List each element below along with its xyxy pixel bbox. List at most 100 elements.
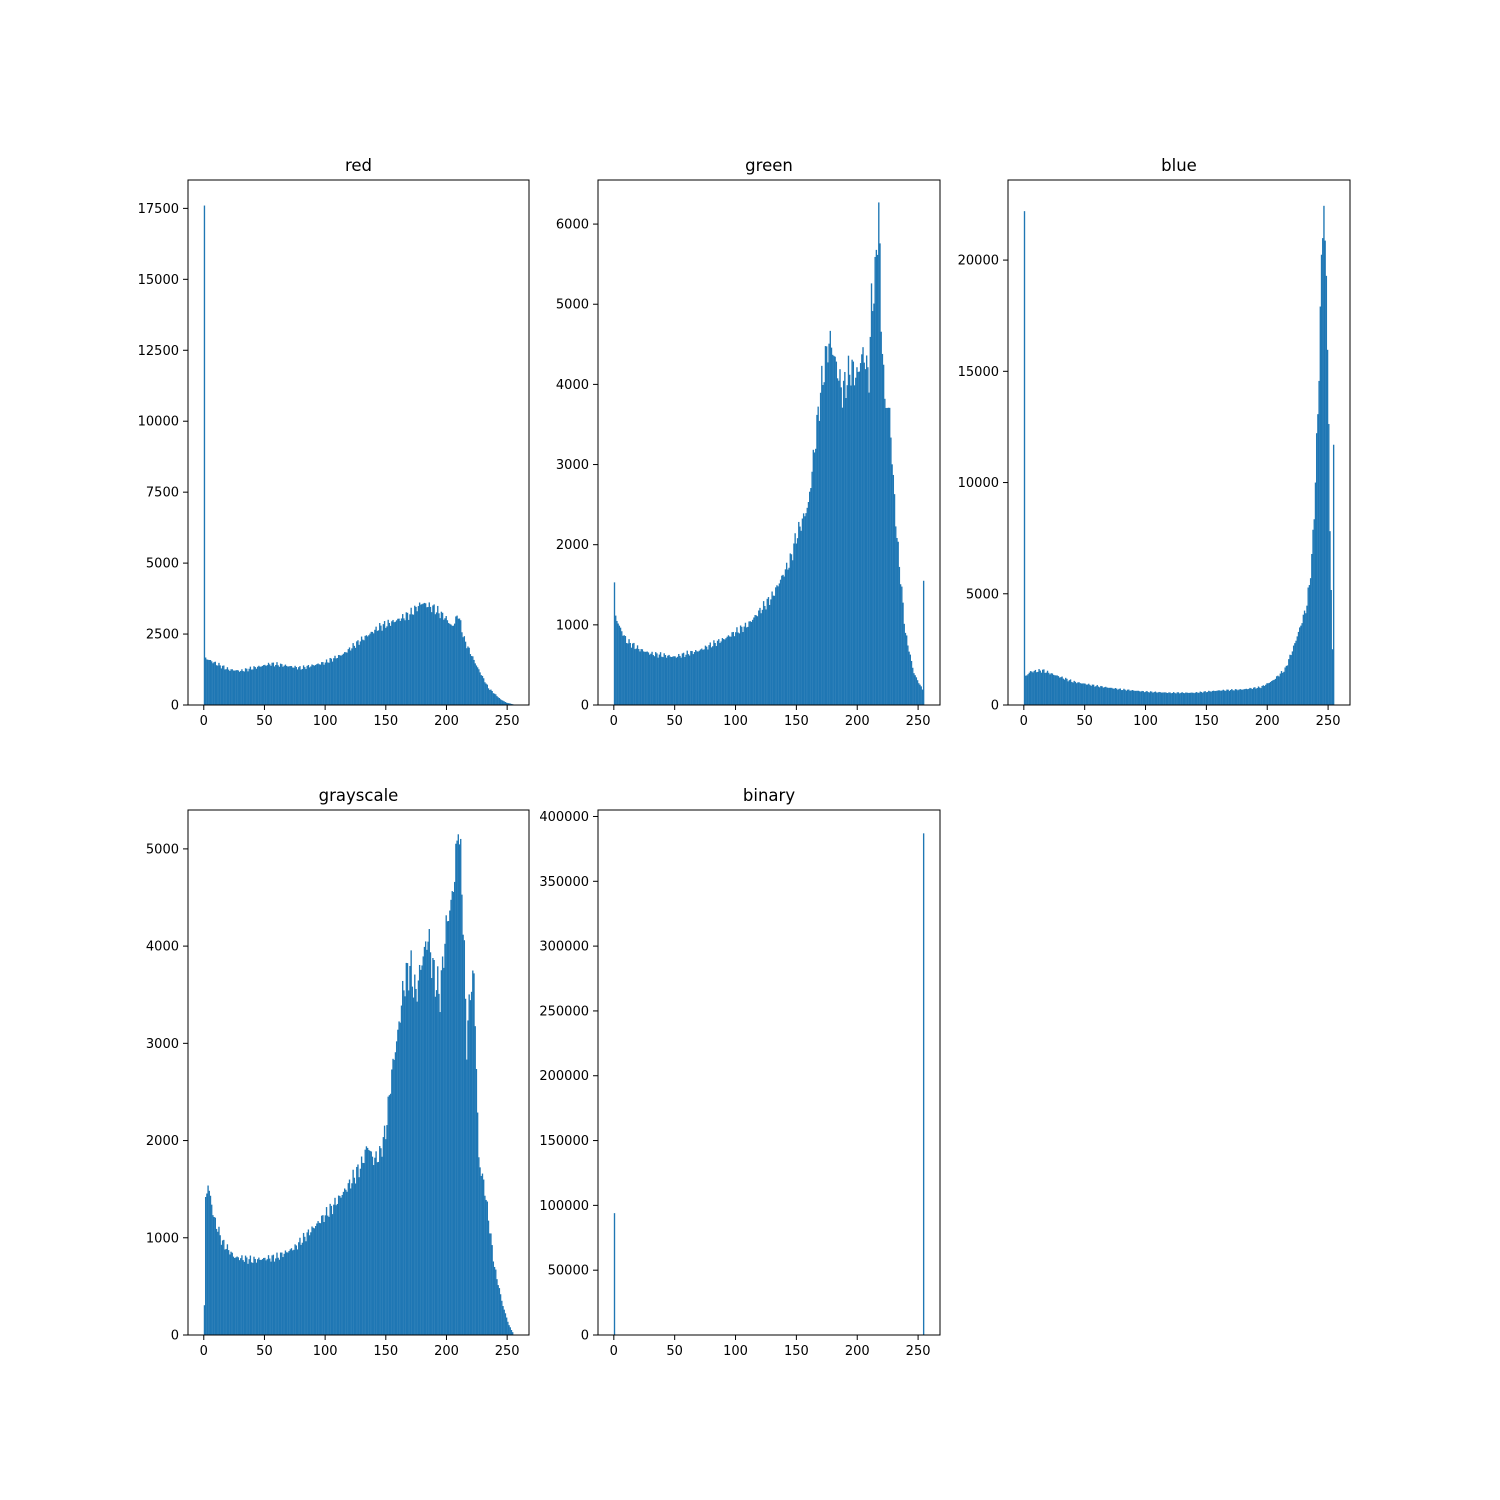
bar-grayscale-47 — [260, 1260, 262, 1335]
bar-grayscale-244 — [498, 1288, 501, 1335]
bar-blue-151 — [1206, 691, 1209, 705]
bar-grayscale-238 — [491, 1245, 493, 1335]
bar-grayscale-209 — [456, 840, 458, 1335]
bar-green-160 — [807, 502, 810, 705]
bar-blue-45 — [1078, 682, 1080, 705]
bar-green-25 — [644, 651, 646, 705]
bar-red-167 — [405, 612, 408, 705]
bar-grayscale-133 — [364, 1149, 366, 1335]
bar-green-57 — [682, 652, 685, 705]
bar-grayscale-96 — [319, 1223, 322, 1335]
bar-blue-12 — [1038, 669, 1040, 705]
bar-red-106 — [331, 661, 334, 705]
bar-grayscale-228 — [479, 1167, 481, 1335]
axes-frame-grayscale — [187, 809, 530, 1336]
bar-grayscale-163 — [400, 1005, 403, 1335]
bar-green-241 — [905, 635, 908, 705]
bar-green-35 — [656, 653, 658, 705]
bar-grayscale-9 — [214, 1217, 217, 1335]
bar-green-121 — [760, 613, 762, 705]
bar-green-237 — [901, 586, 903, 705]
bar-green-116 — [754, 615, 756, 705]
bar-grayscale-37 — [248, 1259, 250, 1335]
bar-green-193 — [847, 355, 850, 705]
bar-blue-180 — [1242, 689, 1244, 705]
bar-red-235 — [487, 688, 490, 705]
bar-blue-162 — [1220, 690, 1222, 705]
bar-grayscale-205 — [451, 891, 453, 1335]
bar-red-53 — [267, 662, 270, 705]
bar-grayscale-92 — [314, 1225, 317, 1335]
xtick-label-blue-3: 150 — [1194, 714, 1219, 729]
bar-grayscale-197 — [441, 956, 444, 1335]
bar-red-90 — [312, 665, 314, 705]
bar-green-123 — [762, 601, 765, 705]
bar-grayscale-202 — [447, 920, 450, 1335]
bar-blue-169 — [1228, 690, 1231, 705]
bar-blue-242 — [1317, 414, 1319, 705]
bar-red-100 — [324, 662, 327, 705]
ytick-label-grayscale-5: 5000 — [146, 842, 179, 857]
bar-blue-58 — [1094, 686, 1096, 705]
ytick-label-green-4: 4000 — [556, 378, 589, 393]
bar-green-6 — [621, 631, 623, 705]
bar-blue-119 — [1168, 692, 1170, 705]
bar-blue-170 — [1229, 690, 1232, 705]
bar-red-209 — [456, 615, 458, 705]
bar-blue-191 — [1255, 688, 1257, 705]
bar-grayscale-158 — [394, 1052, 397, 1335]
bar-blue-115 — [1163, 692, 1165, 705]
bar-red-80 — [300, 669, 302, 705]
bar-grayscale-130 — [360, 1156, 363, 1335]
bar-green-17 — [634, 649, 636, 705]
bar-green-87 — [719, 643, 721, 705]
bar-grayscale-106 — [331, 1214, 334, 1335]
bar-green-117 — [755, 615, 758, 705]
bar-red-41 — [253, 666, 255, 705]
bar-red-178 — [418, 602, 421, 705]
bar-red-224 — [474, 663, 476, 705]
bar-red-34 — [244, 668, 247, 705]
bar-grayscale-113 — [340, 1197, 342, 1335]
bar-grayscale-150 — [385, 1139, 387, 1335]
bar-blue-49 — [1083, 683, 1085, 705]
bar-blue-93 — [1136, 690, 1138, 705]
bar-grayscale-213 — [461, 894, 463, 1335]
bar-blue-233 — [1306, 605, 1308, 705]
ytick-label-green-0: 0 — [581, 699, 589, 714]
panel-title-green: green — [745, 156, 793, 175]
bar-blue-224 — [1295, 640, 1297, 705]
bar-blue-21 — [1049, 674, 1051, 705]
bar-green-183 — [835, 361, 838, 705]
bar-green-86 — [718, 639, 720, 705]
ytick-label-binary-8: 400000 — [539, 810, 589, 825]
bar-grayscale-89 — [311, 1226, 313, 1335]
bar-green-13 — [629, 642, 631, 705]
bar-grayscale-149 — [383, 1125, 386, 1335]
bar-grayscale-100 — [324, 1215, 327, 1335]
bar-blue-60 — [1096, 684, 1098, 705]
bar-blue-83 — [1124, 689, 1126, 705]
bar-grayscale-99 — [323, 1222, 325, 1335]
bar-blue-29 — [1058, 677, 1061, 705]
bar-red-35 — [246, 668, 248, 705]
bar-green-172 — [822, 385, 824, 705]
bar-blue-129 — [1180, 692, 1182, 705]
bar-red-136 — [368, 635, 370, 705]
bar-green-29 — [648, 654, 651, 705]
bar-green-90 — [722, 639, 725, 705]
bar-red-187 — [429, 606, 432, 705]
bar-grayscale-184 — [426, 949, 428, 1335]
bar-green-140 — [783, 576, 785, 705]
bars-grayscale — [203, 834, 514, 1335]
bar-red-21 — [229, 670, 231, 705]
bar-grayscale-84 — [305, 1241, 307, 1335]
bar-grayscale-217 — [466, 1059, 468, 1335]
bar-red-185 — [427, 606, 429, 705]
xtick-label-red-2: 100 — [313, 714, 338, 729]
bar-red-89 — [311, 664, 313, 705]
bar-red-173 — [412, 614, 415, 705]
bar-red-124 — [353, 645, 356, 705]
bar-green-106 — [742, 632, 744, 705]
ytick-label-binary-5: 250000 — [539, 1004, 589, 1019]
